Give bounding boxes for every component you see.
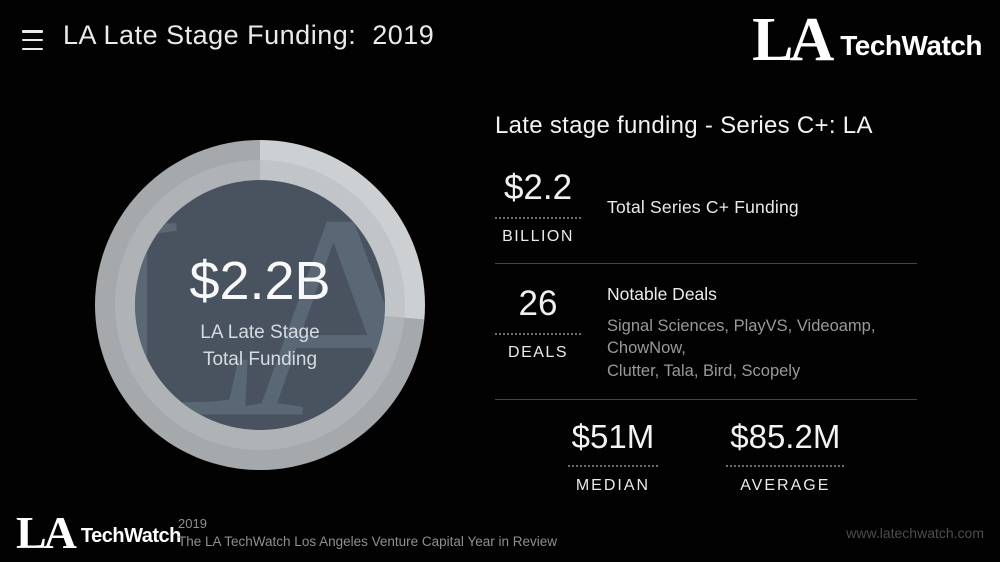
stats-panel: Late stage funding - Series C+: LA $2.2 … [495, 112, 917, 495]
total-funding-label-line1: LA Late Stage [200, 322, 320, 344]
stat-deals-unit: DEALS [508, 344, 568, 361]
notable-deals-list: Signal Sciences, PlayVS, Videoamp, ChowN… [607, 315, 917, 382]
panel-heading: Late stage funding - Series C+: LA [495, 112, 873, 139]
hamburger-line [22, 30, 43, 33]
footer-techwatch-logo-text: TechWatch [80, 525, 181, 547]
divider [495, 398, 917, 400]
notable-deals-line2: Clutter, Tala, Bird, Scopely [607, 361, 801, 380]
stat-median: $51M MEDIAN [567, 418, 659, 495]
footer-la-logo-mark: LA [16, 506, 77, 558]
average-value: $85.2M [726, 418, 845, 467]
donut-center: LA $2.2B LA Late Stage Total Funding [135, 180, 385, 430]
footer-year: 2019 [178, 516, 207, 531]
divider [495, 263, 917, 264]
stat-row-deals: 26 DEALS Notable Deals Signal Sciences, … [495, 284, 917, 382]
page-title: LA Late Stage Funding: 2019 [63, 20, 435, 50]
stat-total-value: $2.2 [495, 168, 581, 219]
stat-total-desc: Total Series C+ Funding [607, 196, 799, 217]
notable-deals-line1: Signal Sciences, PlayVS, Videoamp, ChowN… [607, 317, 876, 358]
stat-deals-value: 26 [495, 284, 581, 335]
hamburger-line [22, 47, 43, 50]
notable-deals-block: Notable Deals Signal Sciences, PlayVS, V… [607, 284, 917, 382]
total-funding-label: LA Late Stage Total Funding [200, 320, 319, 373]
latechwatch-logo: LA TechWatch [752, 6, 982, 74]
median-average-row: $51M MEDIAN $85.2M AVERAGE [495, 418, 917, 495]
stat-average: $85.2M AVERAGE [726, 418, 845, 495]
stat-deals-count: 26 DEALS [495, 284, 581, 382]
footer-url: www.latechwatch.com [846, 525, 984, 541]
footer-latechwatch-logo: LA TechWatch [16, 506, 181, 558]
total-funding-value: $2.2B [189, 251, 331, 312]
footer-captions: 2019 The LA TechWatch Los Angeles Ventur… [178, 516, 557, 549]
average-label: AVERAGE [740, 476, 831, 494]
techwatch-logo-text: TechWatch [840, 30, 982, 62]
stat-total-unit: BILLION [502, 228, 574, 245]
donut-chart: LA $2.2B LA Late Stage Total Funding [95, 140, 425, 470]
notable-deals-heading: Notable Deals [607, 284, 717, 304]
total-funding-label-line2: Total Funding [202, 349, 318, 370]
stat-total-funding: $2.2 BILLION [495, 168, 581, 246]
la-watermark: LA [135, 180, 385, 430]
la-logo-mark: LA [752, 6, 834, 74]
hamburger-line [22, 38, 43, 42]
median-label: MEDIAN [575, 476, 651, 494]
stat-row-total: $2.2 BILLION Total Series C+ Funding [495, 168, 917, 246]
footer-caption: The LA TechWatch Los Angeles Venture Cap… [178, 534, 557, 549]
median-value: $51M [567, 418, 659, 467]
hamburger-menu-icon[interactable] [22, 30, 43, 50]
